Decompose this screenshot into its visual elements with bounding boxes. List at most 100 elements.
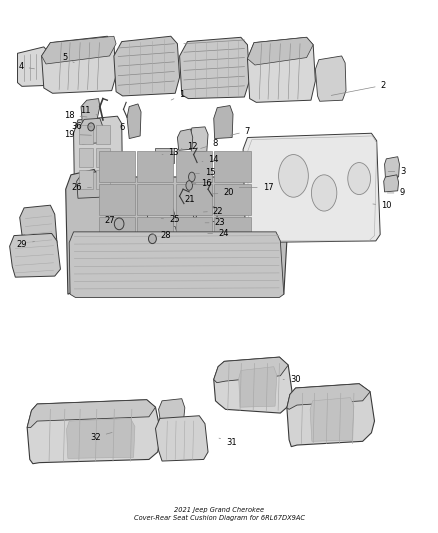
Ellipse shape — [188, 172, 195, 182]
Text: 32: 32 — [90, 432, 112, 441]
Text: 19: 19 — [64, 130, 92, 139]
Text: 4: 4 — [18, 62, 35, 71]
Text: 13: 13 — [162, 148, 179, 157]
Polygon shape — [214, 357, 288, 383]
Ellipse shape — [311, 175, 337, 211]
Polygon shape — [214, 106, 233, 139]
Polygon shape — [127, 104, 141, 139]
Polygon shape — [384, 175, 399, 192]
Polygon shape — [74, 116, 123, 204]
Bar — [155, 148, 174, 163]
Text: 16: 16 — [192, 179, 212, 188]
Polygon shape — [20, 205, 57, 249]
Polygon shape — [99, 151, 135, 182]
Polygon shape — [385, 157, 399, 178]
Polygon shape — [214, 357, 293, 413]
Polygon shape — [137, 151, 173, 182]
Polygon shape — [80, 118, 103, 144]
Polygon shape — [99, 217, 135, 248]
Text: 11: 11 — [80, 106, 97, 115]
Polygon shape — [177, 129, 193, 150]
Bar — [195, 151, 205, 161]
Text: 3: 3 — [388, 167, 406, 176]
Polygon shape — [69, 232, 284, 297]
Polygon shape — [192, 196, 210, 217]
Text: 15: 15 — [195, 168, 215, 177]
Polygon shape — [180, 37, 250, 99]
Polygon shape — [287, 384, 370, 409]
Text: 9: 9 — [387, 189, 405, 197]
Text: 5: 5 — [62, 53, 74, 63]
Polygon shape — [81, 99, 100, 124]
Polygon shape — [96, 125, 110, 144]
Polygon shape — [67, 418, 135, 458]
Polygon shape — [77, 172, 103, 198]
Polygon shape — [154, 227, 177, 244]
Polygon shape — [287, 384, 374, 447]
Polygon shape — [96, 148, 110, 167]
Polygon shape — [27, 400, 161, 464]
Polygon shape — [147, 205, 174, 228]
Text: 1: 1 — [171, 91, 184, 100]
Polygon shape — [176, 184, 212, 215]
Ellipse shape — [114, 218, 124, 230]
Polygon shape — [315, 56, 346, 101]
Polygon shape — [79, 148, 93, 167]
Ellipse shape — [348, 163, 371, 195]
Polygon shape — [27, 400, 155, 427]
Polygon shape — [79, 125, 93, 144]
Text: 29: 29 — [17, 240, 35, 248]
Text: 12: 12 — [181, 142, 198, 150]
Polygon shape — [79, 170, 93, 189]
Text: 21: 21 — [184, 195, 194, 204]
Ellipse shape — [148, 234, 156, 244]
Polygon shape — [176, 151, 212, 182]
Polygon shape — [99, 184, 135, 215]
Polygon shape — [201, 221, 219, 241]
Ellipse shape — [186, 181, 193, 190]
Text: 7: 7 — [230, 127, 250, 135]
Text: 2021 Jeep Grand Cherokee
Cover-Rear Seat Cushion Diagram for 6RL67DX9AC: 2021 Jeep Grand Cherokee Cover-Rear Seat… — [134, 506, 304, 521]
Text: 27: 27 — [104, 216, 121, 225]
Polygon shape — [10, 233, 60, 277]
Text: 8: 8 — [201, 140, 218, 148]
Text: 31: 31 — [219, 438, 237, 447]
Ellipse shape — [88, 123, 94, 131]
Text: 26: 26 — [71, 183, 92, 192]
Text: 14: 14 — [202, 156, 219, 164]
Polygon shape — [42, 36, 116, 64]
Text: 36: 36 — [71, 123, 92, 131]
Polygon shape — [159, 399, 185, 426]
Polygon shape — [239, 367, 277, 407]
Text: 25: 25 — [161, 215, 180, 224]
Polygon shape — [96, 170, 110, 189]
Polygon shape — [243, 133, 380, 243]
Polygon shape — [214, 184, 251, 215]
Polygon shape — [214, 151, 251, 182]
Polygon shape — [137, 184, 173, 215]
Text: 22: 22 — [203, 207, 223, 215]
Text: 10: 10 — [373, 201, 392, 210]
Text: 23: 23 — [205, 219, 225, 227]
Polygon shape — [214, 217, 251, 248]
Ellipse shape — [279, 155, 308, 197]
Text: 24: 24 — [208, 229, 229, 238]
Polygon shape — [247, 37, 315, 102]
Text: 20: 20 — [213, 189, 234, 197]
Polygon shape — [155, 416, 208, 461]
Polygon shape — [66, 169, 288, 294]
Text: 30: 30 — [283, 375, 300, 384]
Polygon shape — [310, 398, 354, 441]
Polygon shape — [176, 217, 212, 248]
Polygon shape — [114, 36, 180, 96]
Text: 18: 18 — [64, 111, 87, 119]
Polygon shape — [42, 36, 116, 93]
Polygon shape — [247, 37, 313, 65]
Text: 6: 6 — [119, 124, 129, 136]
Polygon shape — [18, 47, 50, 86]
Polygon shape — [196, 207, 217, 229]
Text: 17: 17 — [239, 183, 273, 192]
Polygon shape — [189, 127, 208, 154]
Polygon shape — [137, 217, 173, 248]
Text: 28: 28 — [153, 231, 171, 240]
